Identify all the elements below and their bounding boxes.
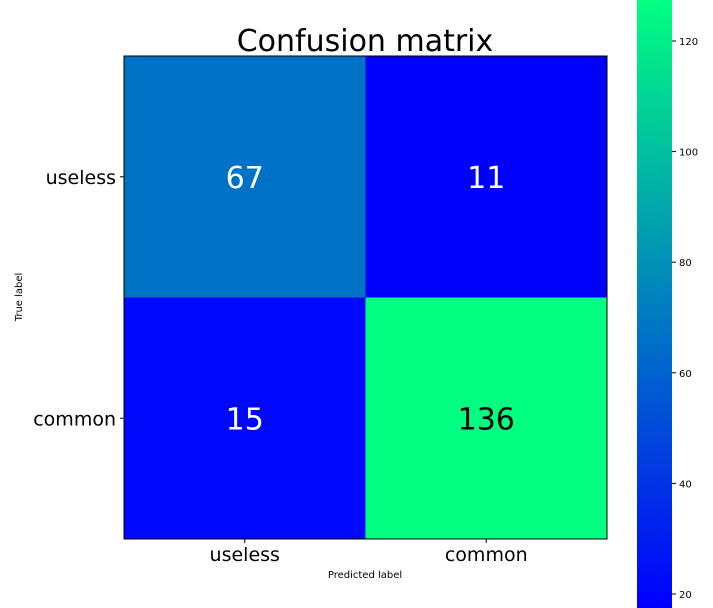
colorbar	[637, 0, 672, 608]
colorbar-tick-label: 80	[679, 258, 692, 269]
heatmap-cell	[365, 56, 607, 298]
y-axis-label: True label	[14, 273, 25, 323]
heatmap-cell	[365, 297, 607, 539]
y-tick-label: useless	[46, 167, 116, 189]
x-axis-ticks: useless common	[210, 539, 528, 566]
cell-value-label: 136	[458, 402, 515, 437]
colorbar-tick-label: 40	[679, 479, 692, 490]
cell-value-label: 15	[226, 402, 264, 437]
colorbar-tick-label: 60	[679, 369, 692, 380]
cell-value-label: 11	[467, 161, 505, 196]
x-tick-label: common	[445, 544, 528, 566]
y-axis-ticks: useless common	[33, 167, 124, 430]
chart-title: Confusion matrix	[237, 24, 494, 59]
colorbar-ticks: 20 40 60 80 100 120	[672, 37, 698, 601]
colorbar-tick-label: 100	[679, 148, 698, 159]
x-tick-label: useless	[210, 544, 280, 566]
heatmap-cells: 67 11 15 136	[124, 56, 607, 539]
heatmap-cell	[124, 56, 366, 298]
y-tick-label: common	[33, 408, 116, 430]
colorbar-tick-label: 20	[679, 590, 692, 601]
heatmap-cell	[124, 297, 366, 539]
x-axis-label: Predicted label	[328, 570, 402, 581]
colorbar-tick-label: 120	[679, 37, 698, 48]
cell-value-label: 67	[226, 161, 264, 196]
plot-frame	[123, 55, 608, 540]
